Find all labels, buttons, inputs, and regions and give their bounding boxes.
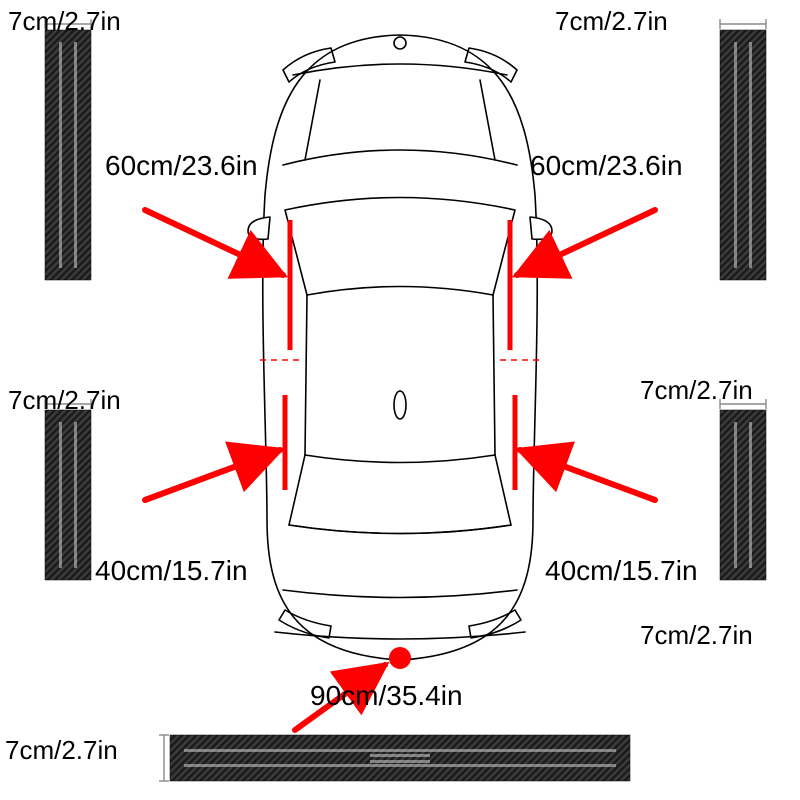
dimension-label: 90cm/35.4in: [310, 680, 463, 712]
dimension-label: 40cm/15.7in: [545, 555, 698, 587]
strip-tr: [720, 19, 766, 280]
strip-bot: [159, 735, 630, 781]
diagram-stage: 7cm/2.7in 7cm/2.7in 60cm/23.6in 60cm/23.6in…: [0, 0, 800, 800]
strip-tl: [45, 19, 91, 280]
dimension-label: 7cm/2.7in: [555, 6, 668, 37]
trunk-dot: [389, 647, 411, 669]
dimension-label: 40cm/15.7in: [95, 555, 248, 587]
dimension-label: 60cm/23.6in: [530, 150, 683, 182]
sill-marks: [285, 220, 515, 490]
strip-bl: [45, 399, 91, 580]
dimension-label: 7cm/2.7in: [8, 385, 121, 416]
dimension-label: 7cm/2.7in: [8, 6, 121, 37]
dimension-label: 7cm/2.7in: [640, 620, 753, 651]
dimension-label: 7cm/2.7in: [5, 735, 118, 766]
strip-br: [720, 399, 766, 580]
dimension-label: 60cm/23.6in: [105, 150, 258, 182]
dimension-label: 7cm/2.7in: [640, 375, 753, 406]
car-outline: [248, 35, 552, 660]
